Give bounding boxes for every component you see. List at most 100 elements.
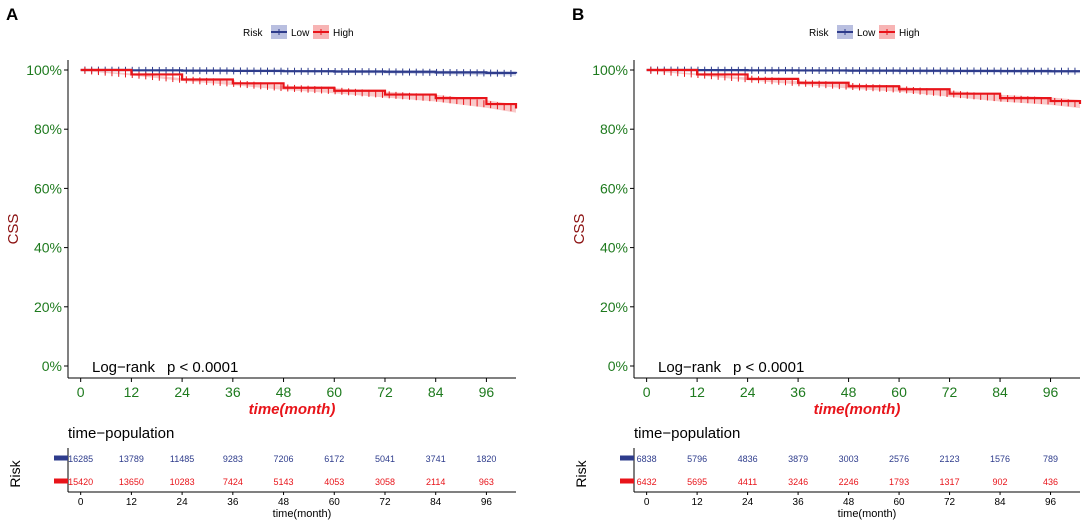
risk-x-tick-label: 72 — [379, 497, 391, 508]
logrank-pvalue: p < 0.0001 — [167, 359, 238, 376]
risk-x-tick-label: 12 — [126, 497, 138, 508]
risk-table-ylabel: Risk — [7, 459, 23, 487]
x-tick-label: 84 — [992, 384, 1008, 400]
risk-x-tick-label: 0 — [644, 497, 650, 508]
risk-count-low: 4836 — [738, 454, 758, 464]
risk-count-low: 3879 — [788, 454, 808, 464]
risk-count-low: 3741 — [426, 454, 446, 464]
x-tick-label: 12 — [124, 384, 140, 400]
censor-marks-low — [84, 66, 512, 77]
risk-x-tick-label: 0 — [78, 497, 84, 508]
logrank-pvalue: p < 0.0001 — [733, 359, 804, 376]
risk-count-low: 16285 — [68, 454, 93, 464]
legend-low-label: Low — [291, 28, 310, 39]
risk-x-tick-label: 60 — [894, 497, 906, 508]
risk-x-tick-label: 36 — [227, 497, 239, 508]
risk-count-high: 5695 — [687, 477, 707, 487]
y-tick-label: 0% — [42, 358, 62, 374]
risk-count-high: 2114 — [426, 477, 445, 487]
y-axis-label: CSS — [571, 214, 588, 245]
x-tick-label: 0 — [643, 384, 651, 400]
x-tick-label: 0 — [77, 384, 85, 400]
y-tick-label: 60% — [34, 180, 62, 196]
y-tick-label: 80% — [34, 121, 62, 137]
legend-high-label: High — [899, 28, 920, 39]
risk-count-low: 5041 — [375, 454, 395, 464]
risk-x-tick-label: 84 — [994, 497, 1006, 508]
risk-x-tick-label: 72 — [944, 497, 956, 508]
x-tick-label: 48 — [841, 384, 857, 400]
risk-count-high: 10283 — [170, 477, 195, 487]
y-axis-label: CSS — [5, 214, 22, 245]
x-tick-label: 72 — [377, 384, 393, 400]
risk-count-high: 3058 — [375, 477, 395, 487]
risk-x-tick-label: 12 — [692, 497, 704, 508]
x-tick-label: 60 — [891, 384, 907, 400]
x-axis-label: time(month) — [249, 401, 336, 418]
risk-count-low: 789 — [1043, 454, 1058, 464]
risk-count-high: 5143 — [274, 477, 294, 487]
risk-table-xlabel: time(month) — [838, 508, 897, 520]
legend-title: Risk — [243, 28, 263, 39]
y-tick-label: 40% — [600, 240, 628, 256]
y-tick-label: 20% — [600, 299, 628, 315]
risk-count-high: 15420 — [68, 477, 93, 487]
ci-band-high — [80, 70, 516, 113]
x-axis-label: time(month) — [814, 401, 901, 418]
logrank-label: Log−rank — [658, 359, 721, 376]
risk-count-low: 3003 — [839, 454, 859, 464]
y-tick-label: 20% — [34, 299, 62, 315]
y-tick-label: 100% — [26, 62, 62, 78]
risk-count-low: 5796 — [687, 454, 707, 464]
risk-count-high: 3246 — [788, 477, 808, 487]
x-tick-label: 36 — [790, 384, 806, 400]
censor-marks-high — [650, 66, 1076, 108]
panel-a: A Risk Low High 0% 20% 40% 60% 80% 100% 0 12 24 36 48 6… — [5, 5, 518, 520]
legend-high-label: High — [333, 28, 354, 39]
risk-count-low: 6838 — [637, 454, 657, 464]
y-tick-label: 40% — [34, 240, 62, 256]
risk-count-high: 6432 — [637, 477, 657, 487]
x-tick-label: 48 — [276, 384, 292, 400]
x-tick-label: 24 — [174, 384, 190, 400]
risk-x-tick-label: 36 — [793, 497, 805, 508]
risk-count-low: 9283 — [223, 454, 243, 464]
risk-x-tick-label: 48 — [278, 497, 290, 508]
risk-x-tick-label: 84 — [430, 497, 442, 508]
risk-x-tick-label: 96 — [1045, 497, 1057, 508]
x-tick-label: 96 — [479, 384, 495, 400]
risk-count-high: 963 — [479, 477, 494, 487]
km-curve-high — [646, 68, 1082, 105]
km-curve-high — [80, 68, 518, 109]
y-tick-label: 60% — [600, 180, 628, 196]
panel-b: B Risk Low High 0% 20% 40% 60% 80% 100% 0 12 24 36 48 6… — [571, 5, 1082, 520]
y-tick-label: 100% — [592, 62, 628, 78]
risk-table-ylabel: Risk — [573, 459, 589, 487]
risk-count-low: 7206 — [274, 454, 294, 464]
y-tick-label: 80% — [600, 121, 628, 137]
x-tick-label: 12 — [689, 384, 705, 400]
risk-count-high: 1793 — [889, 477, 909, 487]
x-tick-label: 60 — [326, 384, 342, 400]
risk-count-low: 2123 — [940, 454, 960, 464]
x-tick-label: 72 — [942, 384, 958, 400]
risk-count-high: 1317 — [940, 477, 960, 487]
risk-count-low: 6172 — [324, 454, 344, 464]
risk-table-title: time−population — [68, 425, 174, 442]
km-curve-low — [646, 68, 1080, 73]
legend-low-label: Low — [857, 28, 876, 39]
risk-x-tick-label: 96 — [481, 497, 493, 508]
km-curve-low — [80, 68, 518, 75]
logrank-label: Log−rank — [92, 359, 155, 376]
risk-x-tick-label: 60 — [329, 497, 341, 508]
risk-count-low: 1576 — [990, 454, 1010, 464]
risk-count-high: 2246 — [839, 477, 859, 487]
risk-count-low: 11485 — [170, 454, 194, 464]
risk-count-high: 4053 — [324, 477, 344, 487]
risk-x-tick-label: 24 — [177, 497, 189, 508]
panel-letter: A — [6, 5, 18, 24]
risk-count-low: 1820 — [476, 454, 496, 464]
x-tick-label: 24 — [740, 384, 756, 400]
risk-table-title: time−population — [634, 425, 740, 442]
